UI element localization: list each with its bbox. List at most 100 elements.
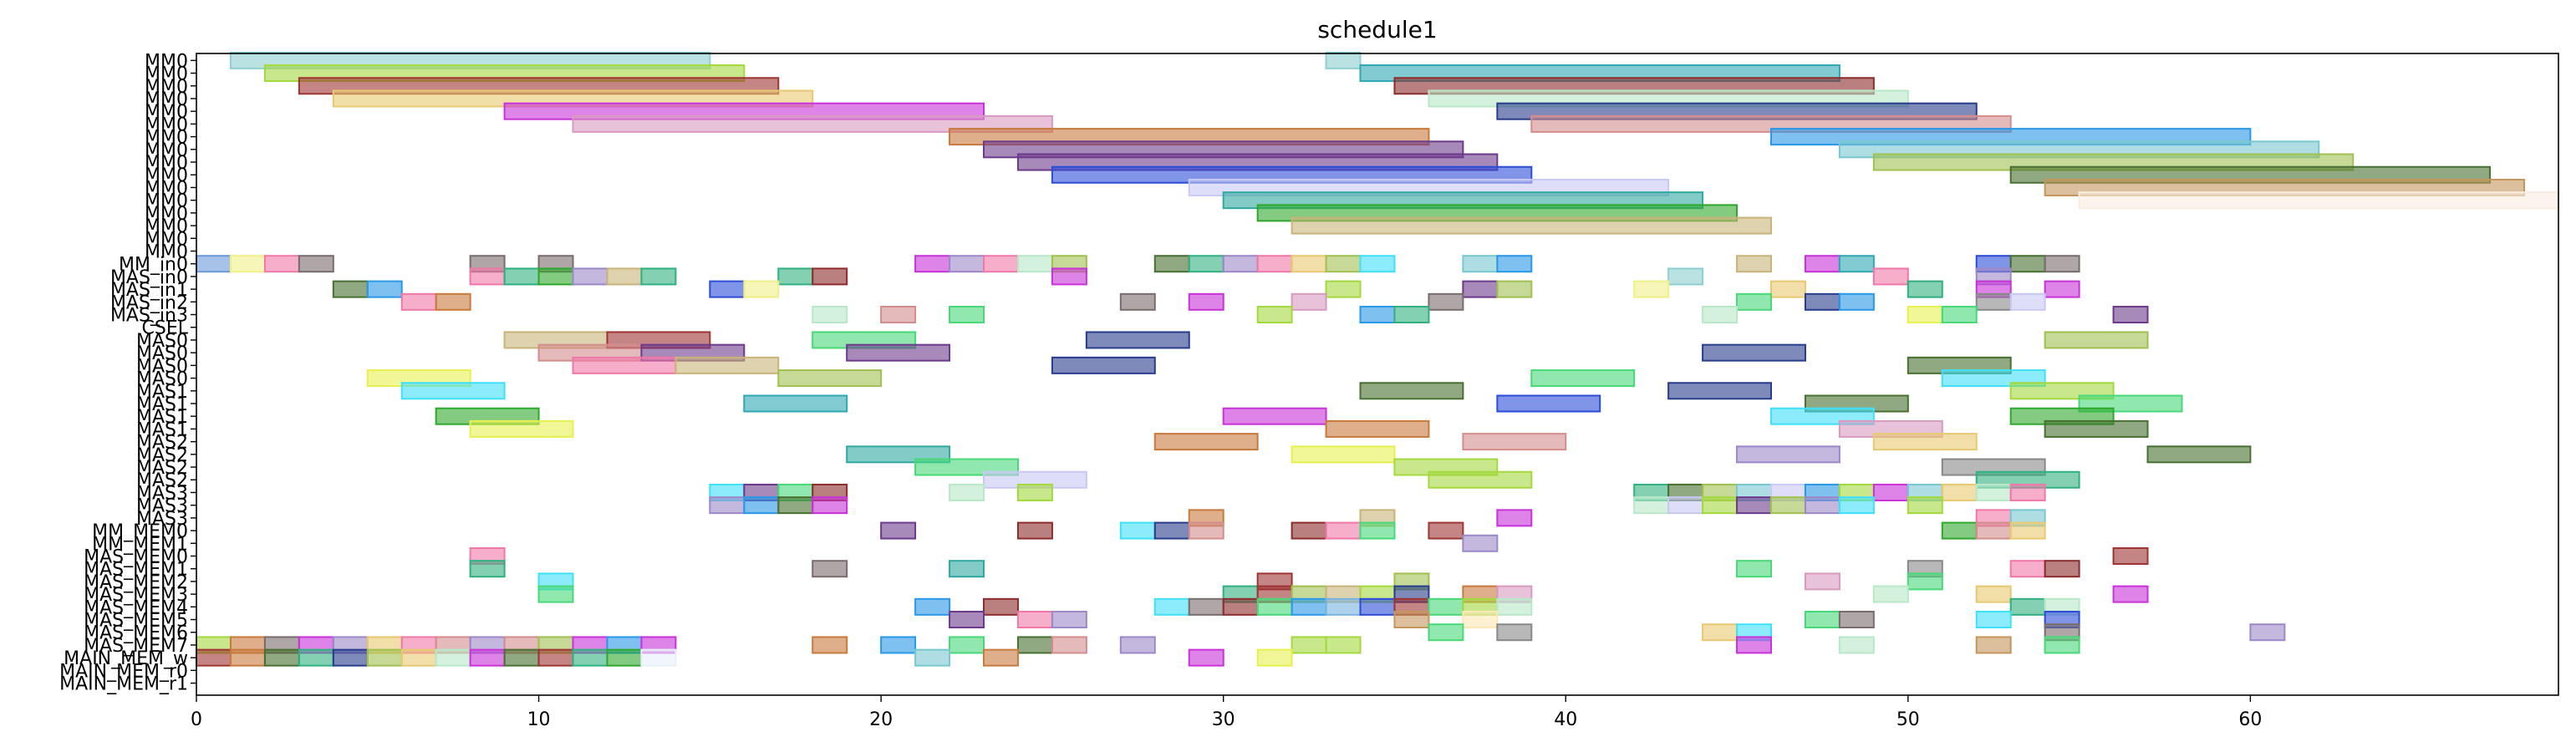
x-tick-label: 10 <box>527 709 551 730</box>
task-bar <box>1838 611 1875 629</box>
task-bar <box>1804 255 1840 273</box>
task-bar <box>949 255 985 273</box>
task-bar <box>1153 255 1190 273</box>
task-bar <box>1188 292 1224 311</box>
task-bar <box>812 267 848 286</box>
x-tick-label: 40 <box>1554 709 1577 730</box>
task-bar <box>1975 483 2012 501</box>
task-bar <box>2112 546 2149 565</box>
task-bar <box>1633 280 1670 298</box>
task-bar <box>1736 496 1772 515</box>
task-bar <box>1325 51 1362 69</box>
task-bar <box>1428 521 1464 540</box>
task-bar <box>1804 611 1840 629</box>
task-bar <box>1496 623 1533 642</box>
task-bar <box>1804 572 1840 591</box>
y-tick-label: MAS0 <box>136 331 188 352</box>
task-bar <box>2044 280 2080 298</box>
task-bar <box>1051 611 1087 629</box>
task-bar <box>2009 521 2046 540</box>
task-bar <box>914 648 951 667</box>
task-bar <box>400 292 437 311</box>
task-bar <box>1051 267 1087 286</box>
task-bar <box>1667 496 1704 515</box>
task-bar <box>1016 636 1053 654</box>
task-bar <box>1530 369 1636 388</box>
task-bar <box>949 560 985 578</box>
task-bar <box>572 648 608 667</box>
task-bar <box>1975 585 2012 603</box>
y-tick-label: MAIN_MEM_r0 <box>59 661 188 682</box>
y-tick-label: MAS2 <box>136 470 188 491</box>
task-bar <box>1051 636 1087 654</box>
y-tick-label: MM0 <box>145 64 188 85</box>
task-bar <box>606 267 643 286</box>
task-bar <box>332 280 369 298</box>
y-tick-label: MAS_in0 <box>110 267 188 288</box>
bar-layer <box>196 51 2559 667</box>
task-bar <box>880 306 917 324</box>
y-tick-label: MM0 <box>145 165 188 186</box>
task-bar <box>1325 597 1362 616</box>
y-tick-label: MM0 <box>145 128 188 149</box>
task-bar <box>1291 636 1327 654</box>
task-bar <box>640 267 677 286</box>
task-bar <box>366 648 403 667</box>
task-bar <box>1359 255 1396 273</box>
task-bar <box>1702 623 1739 642</box>
task-bar <box>1428 597 1464 616</box>
task-bar <box>1188 648 1224 667</box>
y-tick-label: MAS2 <box>136 445 188 466</box>
y-tick-label: MM0 <box>145 114 188 135</box>
y-tick-label: MM_MEM1 <box>92 534 188 555</box>
task-bar <box>777 267 814 286</box>
task-bar <box>229 255 266 273</box>
y-tick-label: MAS_MEM2 <box>84 572 188 593</box>
task-bar <box>1393 611 1430 629</box>
task-bar <box>1702 496 1739 515</box>
task-bar <box>1736 636 1772 654</box>
task-bar <box>1975 292 2012 311</box>
task-bar <box>1770 280 1806 298</box>
x-axis: 0 10 20 30 40 50 60 <box>191 695 2262 730</box>
task-bar <box>1770 496 1806 515</box>
task-bar <box>2009 292 2046 311</box>
task-bar <box>812 496 848 515</box>
y-tick-label: MAS3 <box>136 496 188 517</box>
task-bar <box>1325 521 1362 540</box>
task-bar <box>435 292 471 311</box>
task-bar <box>1016 521 1053 540</box>
y-tick-label: MAS_in2 <box>110 292 188 313</box>
task-bar <box>229 648 266 667</box>
plot-frame <box>196 53 2559 696</box>
task-bar <box>1153 521 1190 540</box>
task-bar <box>1153 597 1190 616</box>
x-tick-label: 20 <box>869 709 893 730</box>
task-bar <box>1804 496 1840 515</box>
task-bar <box>812 306 848 324</box>
y-tick-label: MM0 <box>145 204 188 225</box>
task-bar <box>1325 419 1430 438</box>
task-bar <box>812 560 848 578</box>
task-bar <box>1496 280 1533 298</box>
task-bar <box>1941 521 1978 540</box>
task-bar <box>1667 382 1773 400</box>
y-tick-label: MAIN_MEM_w <box>64 648 188 669</box>
task-bar <box>1702 343 1806 362</box>
task-bar <box>503 267 540 286</box>
task-bar <box>1153 433 1259 451</box>
task-bar <box>572 267 608 286</box>
task-bar <box>1359 521 1396 540</box>
task-bar <box>1462 611 1499 629</box>
y-tick-labels: MM0MM0MM0MM0MM0MM0MM0MM0MM0MM0MM0MM0MM0M… <box>59 51 196 695</box>
task-bar <box>1325 636 1362 654</box>
task-bar <box>1838 255 1875 273</box>
task-bar <box>1736 255 1772 273</box>
y-tick-label: MM0 <box>145 241 188 262</box>
y-tick-label: MM0 <box>145 140 188 161</box>
y-tick-label: MM0 <box>145 178 188 199</box>
task-bar <box>709 280 746 298</box>
task-bar <box>846 343 951 362</box>
task-bar <box>196 648 232 667</box>
